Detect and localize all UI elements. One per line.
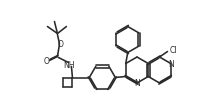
Text: O: O — [43, 56, 49, 65]
Text: Cl: Cl — [170, 46, 177, 55]
Text: N: N — [134, 79, 140, 88]
Text: N: N — [168, 59, 174, 68]
Text: O: O — [57, 40, 63, 49]
Text: NH: NH — [64, 60, 75, 69]
